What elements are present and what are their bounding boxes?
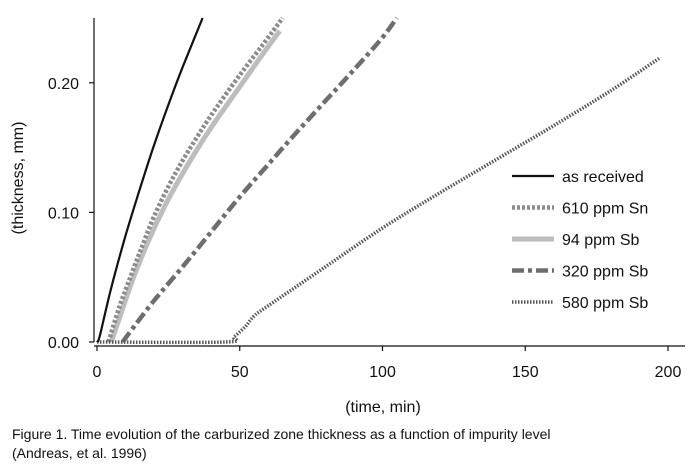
legend: as received 610 ppm Sn 94 ppm Sb 320 ppm Sb… — [512, 169, 648, 312]
x-tick-label: 50 — [231, 364, 249, 381]
legend-label: 94 ppm Sb — [562, 232, 639, 249]
y-axis-title: (thickness, mm) — [10, 122, 27, 235]
series-line-94-ppm-sb — [108, 29, 282, 343]
y-tick-label: 0.10 — [48, 205, 79, 222]
series-line-610-ppm-sn — [106, 16, 285, 343]
y-tick-label: 0.00 — [48, 335, 79, 352]
chart-svg: 0.00 0.10 0.20 0 50 100 150 200 as received 610 … — [10, 16, 685, 416]
legend-label: 320 ppm Sb — [562, 264, 648, 281]
legend-label: 610 ppm Sn — [562, 201, 648, 218]
x-tick-label: 0 — [93, 364, 102, 381]
caption-line-1: Figure 1. Time evolution of the carburiz… — [12, 426, 551, 442]
series-line-580-ppm-sb — [96, 56, 661, 345]
axes: 0.00 0.10 0.20 0 50 100 150 200 — [48, 18, 685, 381]
figure-caption: Figure 1. Time evolution of the carburiz… — [12, 425, 682, 463]
x-axis-title: (time, min) — [345, 399, 421, 416]
legend-label: as received — [562, 169, 644, 186]
x-tick-label: 150 — [512, 364, 539, 381]
x-tick-label: 100 — [369, 364, 396, 381]
y-tick-label: 0.20 — [48, 76, 79, 93]
caption-line-2: (Andreas, et al. 1996) — [12, 445, 147, 461]
x-tick-label: 200 — [655, 364, 682, 381]
series-line-as-received — [95, 17, 204, 343]
legend-label: 580 ppm Sb — [562, 295, 648, 312]
series-layer — [95, 16, 661, 345]
series-line-320-ppm-sb — [120, 16, 399, 344]
